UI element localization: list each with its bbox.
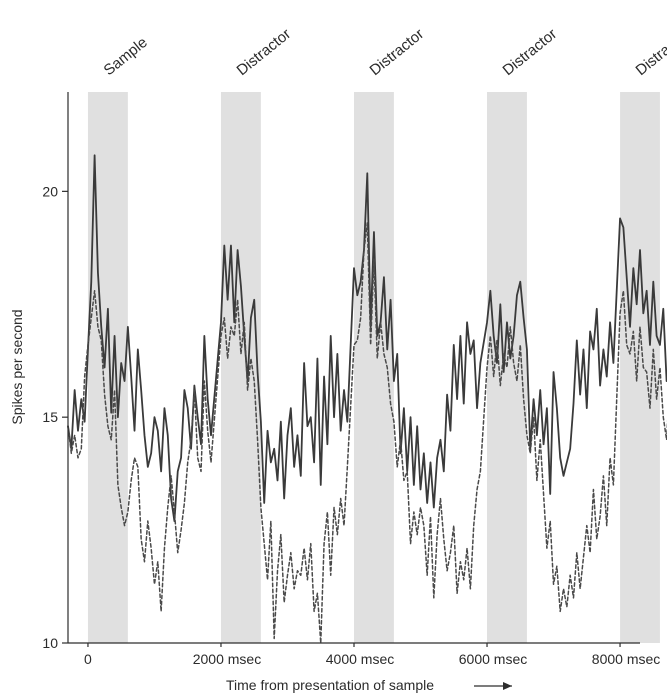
event-band xyxy=(620,92,660,643)
y-tick-label: 15 xyxy=(42,409,58,425)
x-tick-label: 0 xyxy=(84,651,92,667)
y-axis-label: Spikes per second xyxy=(9,309,25,424)
event-label: Distractor xyxy=(234,26,295,80)
x-ticks: 0 2000 msec 4000 msec 6000 msec 8000 msec xyxy=(84,643,660,667)
x-tick-label: 6000 msec xyxy=(459,651,527,667)
event-label: Distractor xyxy=(367,26,428,80)
x-tick-label: 8000 msec xyxy=(592,651,660,667)
x-tick-label: 2000 msec xyxy=(193,651,261,667)
event-labels: Sample Distractor Distractor Distractor Dist… xyxy=(101,26,667,80)
event-label: Sample xyxy=(101,34,151,79)
event-band xyxy=(220,92,261,643)
event-bands xyxy=(87,92,660,643)
x-tick-label: 4000 msec xyxy=(326,651,394,667)
y-tick-label: 20 xyxy=(42,183,58,199)
y-ticks: 10 15 20 xyxy=(42,183,68,651)
x-axis-label: Time from presentation of sample xyxy=(226,677,434,693)
event-label: Distractor xyxy=(633,26,667,80)
x-axis-arrow xyxy=(474,682,512,690)
event-label: Distractor xyxy=(500,26,561,80)
y-tick-label: 10 xyxy=(42,635,58,651)
